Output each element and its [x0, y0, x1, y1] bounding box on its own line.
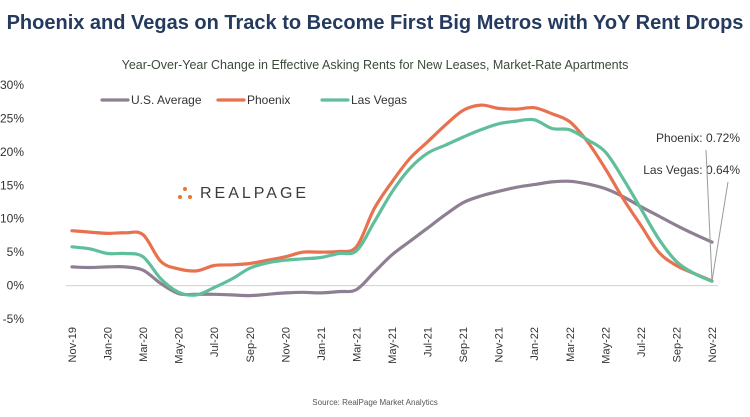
x-tick-label: Jan-21: [316, 327, 328, 361]
chart-subtitle: Year-Over-Year Change in Effective Askin…: [121, 58, 629, 72]
las-vegas-annotation: Las Vegas: 0.64%: [643, 163, 740, 177]
realpage-logo: REALPAGE: [178, 185, 309, 203]
x-tick-label: Mar-22: [565, 327, 577, 362]
series-line-phoenix: [70, 103, 714, 283]
x-tick-label: Nov-19: [67, 327, 79, 362]
x-tick-label: Sep-21: [458, 327, 470, 362]
y-tick-label: 10%: [0, 212, 24, 226]
y-tick-label: 5%: [7, 245, 25, 259]
x-tick-label: May-20: [174, 327, 186, 364]
y-tick-label: 30%: [0, 78, 24, 92]
x-tick-label: Jul-21: [423, 327, 435, 357]
x-tick-label: May-21: [387, 327, 399, 364]
x-tick-label: Jan-20: [103, 327, 115, 361]
y-tick-label: 20%: [0, 145, 24, 159]
y-tick-label: 15%: [0, 178, 24, 192]
x-tick-label: Jan-22: [529, 327, 541, 361]
x-tick-label: Sep-20: [245, 327, 257, 362]
series-line-u-s-average: [70, 179, 714, 298]
logo-dots-icon: [178, 187, 192, 201]
x-tick-label: Nov-21: [494, 327, 506, 362]
x-tick-label: Nov-22: [707, 327, 719, 362]
phoenix-annotation: Phoenix: 0.72%: [656, 131, 740, 145]
chart-title: Phoenix and Vegas on Track to Become Fir…: [6, 12, 744, 34]
legend-label: Phoenix: [247, 93, 290, 107]
x-tick-label: Mar-20: [138, 327, 150, 362]
legend-label: Las Vegas: [351, 93, 407, 107]
x-tick-label: Jul-20: [209, 327, 221, 357]
x-tick-label: Nov-20: [280, 327, 292, 362]
x-tick-label: Sep-22: [671, 327, 683, 362]
y-tick-label: 0%: [7, 279, 25, 293]
las-vegas-annotation-leader: [711, 181, 729, 281]
source-note: Source: RealPage Market Analytics: [312, 398, 438, 407]
series-line-las-vegas: [70, 117, 714, 297]
x-tick-label: Jul-22: [636, 327, 648, 357]
x-tick-label: Mar-21: [351, 327, 363, 362]
x-tick-label: May-22: [600, 327, 612, 364]
y-tick-label: 25%: [0, 111, 24, 125]
logo-text: REALPAGE: [200, 185, 310, 202]
y-tick-label: -5%: [3, 312, 25, 326]
phoenix-annotation-leader: [705, 149, 713, 281]
legend-label: U.S. Average: [131, 93, 202, 107]
